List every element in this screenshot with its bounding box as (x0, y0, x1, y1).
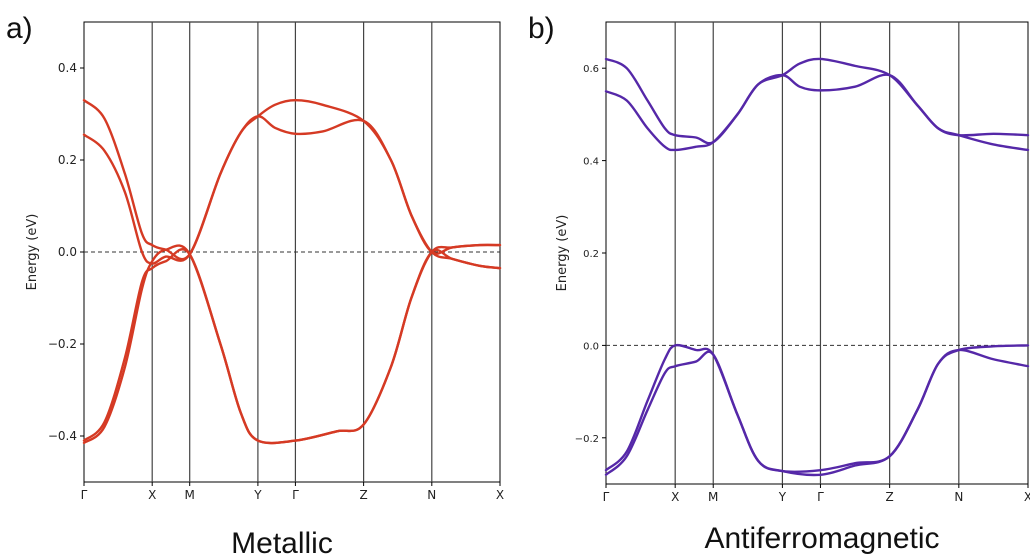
x-tick-label: N (954, 490, 963, 504)
x-tick-label: Γ (292, 488, 299, 502)
band-line-4 (82, 248, 502, 445)
y-tick-label: 0.4 (583, 157, 599, 168)
antiferromagnetic-band-chart: 0.6 0.4 0.2 0.0 −0.2 Γ X M Y Γ Z N X Energy (eV) (555, 21, 1030, 504)
x-tick-label: Γ (603, 490, 610, 504)
y-tick-label: −0.2 (575, 434, 599, 445)
x-tick-label: X (148, 488, 156, 502)
x-tick-label: X (671, 490, 679, 504)
x-tick-label: M (708, 490, 718, 504)
x-tick-label: Z (886, 490, 894, 504)
band-line-2 (604, 73, 1030, 152)
x-tick-label: X (496, 488, 504, 502)
band-line-1 (604, 57, 1030, 145)
x-tick-label: Z (359, 488, 367, 502)
y-tick-label: 0.4 (58, 61, 77, 75)
y-tick-label: 0.0 (58, 245, 77, 259)
x-tick-label: Y (778, 490, 787, 504)
y-axis-label: Energy (eV) (25, 214, 40, 291)
x-tick-label: N (427, 488, 436, 502)
y-tick-label: 0.2 (58, 153, 77, 167)
y-tick-label: −0.4 (48, 429, 77, 443)
y-axis-label: Energy (eV) (555, 215, 570, 292)
metallic-band-chart: 0.4 0.2 0.0 −0.2 −0.4 Γ X M Y Γ Z N X Energy (eV) (25, 21, 504, 502)
caption-antiferromagnetic: Antiferromagnetic (704, 522, 939, 555)
x-tick-label: Γ (81, 488, 88, 502)
panel-label-b: b) (528, 12, 555, 45)
x-tick-label: Y (253, 488, 262, 502)
band-line-3 (82, 243, 502, 445)
band-line-2 (82, 115, 502, 270)
x-tick-label: X (1024, 490, 1030, 504)
band-line-1 (82, 99, 502, 261)
panel-label-a: a) (6, 12, 33, 45)
x-tick-label: M (185, 488, 195, 502)
caption-metallic: Metallic (231, 527, 333, 556)
y-tick-label: 0.2 (583, 249, 599, 260)
y-tick-label: 0.0 (583, 341, 599, 352)
x-tick-label: Γ (817, 490, 824, 504)
band-line-3 (604, 343, 1030, 473)
y-tick-label: 0.6 (583, 64, 599, 75)
y-tick-label: −0.2 (48, 337, 77, 351)
band-line-4 (604, 348, 1030, 477)
